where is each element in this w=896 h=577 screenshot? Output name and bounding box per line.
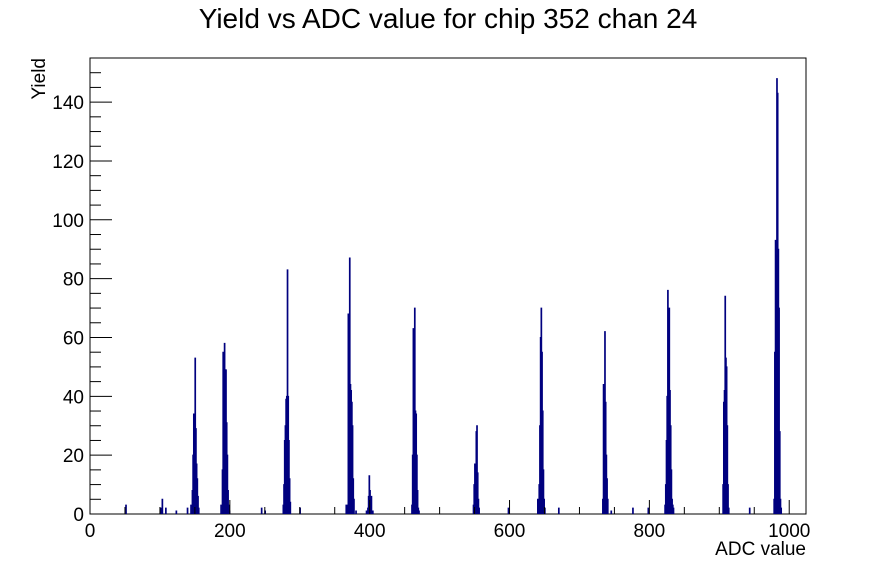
histogram-bin	[260, 507, 263, 514]
x-tick-label: 200	[214, 521, 246, 542]
histogram-bin	[507, 507, 510, 514]
y-tick-label: 20	[63, 446, 84, 467]
plot-frame	[89, 57, 807, 515]
histogram-bin	[779, 498, 782, 514]
histogram-bin	[476, 425, 478, 514]
x-axis: 0 200 400 600 800 1000	[85, 500, 810, 542]
histogram-bin	[778, 307, 780, 514]
histogram-bin	[478, 507, 480, 514]
histogram-bin	[345, 504, 348, 514]
histogram-bin	[780, 507, 783, 514]
chart-title: Yield vs ADC value for chip 352 chan 24	[199, 3, 698, 34]
histogram-bin	[286, 269, 289, 514]
histogram-bin	[477, 498, 480, 514]
histogram-bin	[165, 507, 167, 514]
histogram-bin	[352, 478, 355, 514]
histogram-bin	[557, 507, 560, 514]
histogram-bin	[474, 463, 476, 514]
x-tick-label: 0	[85, 521, 96, 542]
histogram-bin	[160, 507, 162, 514]
y-tick-label: 60	[63, 328, 84, 349]
histogram-bin	[647, 507, 650, 514]
histogram-bin	[726, 425, 729, 514]
histogram-bin	[227, 489, 229, 514]
histogram-bin	[190, 504, 192, 514]
histogram-bin	[416, 454, 418, 514]
x-axis-title: ADC value	[715, 539, 806, 560]
histogram-bin	[288, 478, 291, 514]
histogram-bin	[667, 289, 669, 514]
histogram-bin	[370, 495, 373, 514]
histogram-bin	[355, 510, 357, 514]
histogram-bin	[175, 510, 178, 514]
x-tick-label: 1000	[768, 521, 810, 542]
histogram-bin	[610, 510, 613, 514]
histogram-bin	[672, 507, 675, 514]
histogram-bin	[727, 507, 730, 514]
histogram-bin	[537, 498, 539, 514]
histogram-bin	[632, 507, 634, 514]
histogram-bin	[748, 507, 751, 514]
y-tick-label: 0	[73, 505, 84, 526]
histogram-bin	[288, 439, 290, 514]
histogram-bin	[476, 472, 479, 514]
histogram-bin	[670, 469, 673, 514]
histogram-bin	[542, 469, 545, 514]
y-axis-title: Yield	[29, 58, 50, 100]
y-tick-label: 80	[63, 270, 84, 291]
histogram-bin	[289, 501, 292, 514]
histogram-bin	[161, 498, 164, 514]
y-tick-label: 40	[63, 387, 84, 408]
histogram-bin	[541, 410, 544, 514]
x-tick-label: 600	[494, 521, 526, 542]
histogram-bin	[227, 504, 230, 514]
histogram-bin	[606, 478, 608, 514]
histogram-bin	[125, 504, 127, 514]
histogram-bin	[606, 498, 609, 514]
histogram-bin	[418, 510, 420, 514]
y-tick-label: 120	[52, 152, 84, 173]
histogram-bin	[186, 507, 189, 514]
histogram-bin	[351, 425, 354, 514]
histogram-bin	[416, 489, 419, 514]
histogram-bin	[197, 507, 200, 514]
histogram-bin	[543, 498, 545, 514]
y-tick-label: 100	[52, 211, 84, 232]
histogram-layer	[125, 78, 783, 514]
histogram-bin	[371, 510, 374, 514]
y-axis: 0 20 40 60 80 100 120 140	[52, 57, 112, 526]
histogram-bin	[365, 510, 368, 514]
histogram-bin	[197, 495, 199, 514]
histogram-bin	[727, 484, 729, 514]
histogram-bin	[778, 431, 781, 514]
y-tick-label: 140	[52, 93, 84, 114]
x-tick-label: 800	[634, 521, 666, 542]
histogram-bin	[220, 504, 222, 514]
histogram-bin	[226, 454, 229, 514]
x-tick-label: 400	[354, 521, 386, 542]
histogram-bin	[353, 498, 355, 514]
